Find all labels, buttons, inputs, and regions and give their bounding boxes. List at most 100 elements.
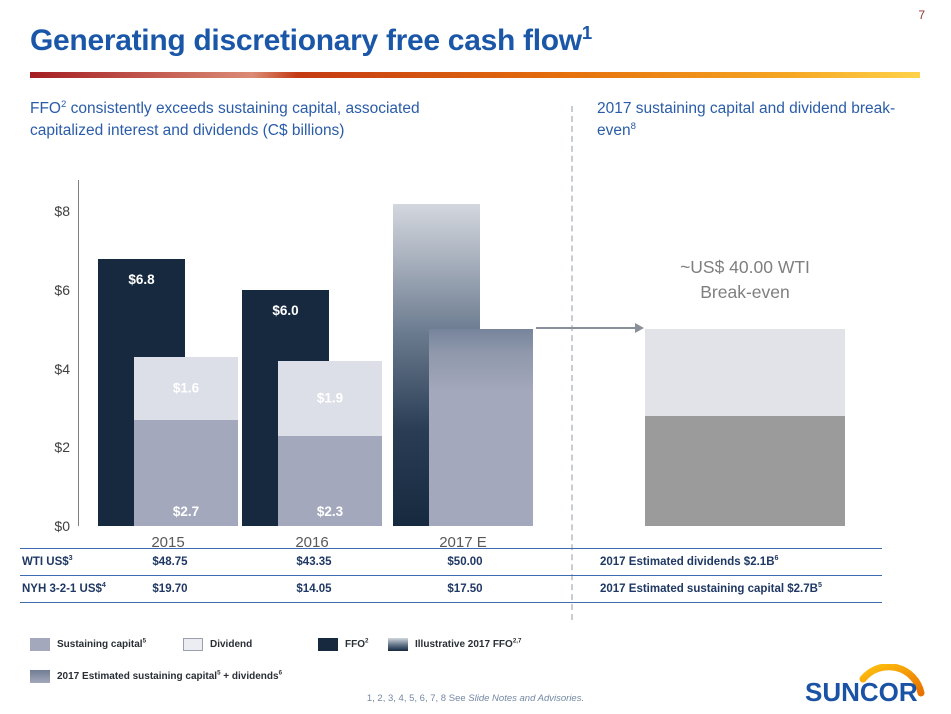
dividend-segment-2015: $1.6	[134, 356, 238, 420]
breakeven-bar	[645, 329, 845, 526]
estimated-dividends-footnote-ref: 6	[774, 554, 779, 563]
estimated-dividends-text: 2017 Estimated dividends $2.1B	[600, 556, 775, 568]
legend-item-dividend: Dividend	[183, 637, 252, 651]
breakeven-dividend-segment	[645, 329, 845, 416]
left-header-footnote-ref: 2	[61, 98, 67, 110]
table-rule-middle	[20, 575, 882, 576]
breakeven-sustaining-segment	[645, 415, 845, 526]
estimated-sustaining-text: 2017 Estimated sustaining capital $2.7B	[600, 583, 818, 595]
table-row-label-nyh: NYH 3-2-1 US$4	[22, 581, 106, 595]
dividend-value-label-2016: $1.9	[316, 390, 344, 406]
y-tick-label-6: $6	[54, 282, 70, 299]
nyh-label-footnote-ref: 4	[101, 581, 106, 590]
stacked-bar-2016: $1.9 $2.3	[278, 360, 382, 526]
legend-combined-text-1: 2017 Estimated sustaining capital	[57, 670, 218, 682]
sustaining-value-label-2016: $2.3	[316, 504, 344, 519]
legend-ffo-text: FFO	[345, 638, 365, 650]
breakeven-annotation-line1: ~US$ 40.00 WTI	[680, 257, 810, 277]
legend-swatch-sustaining	[30, 637, 50, 651]
legend-illustrative-footnote-ref: 2,7	[512, 637, 522, 645]
suncor-logo-graphic: SUNCOR	[805, 663, 925, 707]
legend-label-illustrative-ffo: Illustrative 2017 FFO2,7	[415, 637, 522, 650]
y-axis-line	[78, 180, 79, 526]
page-number: 7	[918, 8, 925, 22]
table-cell-nyh-2017: $17.50	[447, 583, 483, 595]
title-accent-rule	[30, 72, 920, 78]
legend-swatch-dividend	[183, 637, 203, 651]
footnote: 1, 2, 3, 4, 5, 6, 7, 8 See Slide Notes a…	[0, 693, 951, 704]
arrow-head-icon	[635, 323, 644, 334]
legend-dividend-text: Dividend	[210, 638, 253, 650]
slide-title-footnote-ref: 1	[581, 22, 592, 43]
legend-item-sustaining: Sustaining capital5	[30, 637, 146, 651]
table-row-nyh: NYH 3-2-1 US$4 $19.70 $14.05 $17.50 2017…	[0, 580, 951, 600]
legend-sustaining-text: Sustaining capital	[57, 638, 143, 650]
suncor-logo: SUNCOR	[805, 663, 927, 707]
breakeven-annotation: ~US$ 40.00 WTI Break-even	[623, 255, 867, 304]
sustaining-segment-2016: $2.3	[278, 435, 382, 526]
wti-label-text: WTI US$	[22, 556, 69, 568]
right-header-text: 2017 sustaining capital and dividend bre…	[597, 100, 896, 139]
x-axis-label-2016: 2016	[295, 534, 329, 551]
legend-label-sustaining: Sustaining capital5	[57, 638, 146, 650]
table-row-wti: WTI US$3 $48.75 $43.35 $50.00 2017 Estim…	[0, 553, 951, 573]
legend-swatch-illustrative-ffo	[388, 637, 408, 651]
legend-combined-footnote-ref-1: 5	[217, 669, 221, 677]
wti-label-footnote-ref: 3	[68, 554, 73, 563]
table-cell-nyh-2016: $14.05	[296, 583, 332, 595]
legend-illustrative-text: Illustrative 2017 FFO	[415, 638, 513, 650]
plot-area: $0 $2 $4 $6 $8 $6.8 $1.6 $2.7 2015 $6.0	[54, 180, 880, 551]
logo-wordmark: SUNCOR	[805, 677, 918, 706]
estimated-sustaining-footnote-ref: 5	[817, 581, 822, 590]
stacked-bar-2015: $1.6 $2.7	[134, 356, 238, 526]
legend-item-illustrative-ffo: Illustrative 2017 FFO2,7	[388, 637, 521, 651]
left-header-text: FFO	[30, 100, 61, 117]
legend-label-dividend: Dividend	[210, 639, 252, 650]
table-cell-nyh-2015: $19.70	[152, 583, 188, 595]
section-divider-dashed-line	[571, 106, 573, 620]
x-axis-label-2015: 2015	[151, 534, 185, 551]
sustaining-segment-2015: $2.7	[134, 419, 238, 526]
footnote-prefix: 1, 2, 3, 4, 5, 6, 7, 8 See	[366, 693, 469, 704]
breakeven-annotation-line2: Break-even	[700, 281, 790, 302]
bar-group-2015: $6.8 $1.6 $2.7 2015	[98, 180, 238, 551]
table-cell-wti-2015: $48.75	[152, 556, 188, 568]
left-header-rest: consistently exceeds sustaining capital,…	[30, 100, 420, 139]
sustaining-value-label-2015: $2.7	[172, 504, 200, 519]
legend-swatch-combined	[30, 669, 50, 683]
slide-title: Generating discretionary free cash flow1	[30, 22, 592, 58]
legend-item-combined: 2017 Estimated sustaining capital5 + div…	[30, 669, 282, 683]
left-section-header: FFO2 consistently exceeds sustaining cap…	[30, 98, 475, 141]
legend-label-combined: 2017 Estimated sustaining capital5 + div…	[57, 669, 282, 682]
table-rule-bottom	[20, 602, 882, 603]
ffo-value-label-2015: $6.8	[128, 271, 155, 287]
legend-swatch-ffo	[318, 637, 338, 651]
nyh-label-text: NYH 3-2-1 US$	[22, 583, 102, 595]
ffo-value-label-2016: $6.0	[272, 303, 299, 319]
dividend-segment-2016: $1.9	[278, 360, 382, 436]
table-cell-wti-2016: $43.35	[296, 556, 332, 568]
bar-group-2016: $6.0 $1.9 $2.3 2016	[242, 180, 382, 551]
table-cell-wti-2017: $50.00	[447, 556, 483, 568]
x-axis-label-2017e: 2017 E	[439, 534, 487, 551]
estimated-dividends-note: 2017 Estimated dividends $2.1B6	[600, 554, 779, 568]
dividend-value-label-2015: $1.6	[172, 380, 200, 396]
right-header-footnote-ref: 8	[630, 120, 636, 132]
y-tick-label-4: $4	[54, 360, 70, 377]
y-tick-label-2: $2	[54, 439, 70, 456]
legend-ffo-footnote-ref: 2	[365, 637, 369, 645]
table-rule-top	[20, 548, 882, 549]
legend-combined-text-2: + dividends	[220, 670, 279, 682]
estimated-sustaining-capital-note: 2017 Estimated sustaining capital $2.7B5	[600, 581, 822, 595]
sun-arc-icon	[859, 663, 925, 697]
y-tick-label-0: $0	[54, 518, 70, 534]
bar-group-2017e: 2017 E	[393, 180, 533, 551]
breakeven-arrow	[536, 323, 644, 334]
right-section-header: 2017 sustaining capital and dividend bre…	[597, 98, 927, 141]
legend-item-ffo: FFO2	[318, 637, 368, 651]
slide-title-text: Generating discretionary free cash flow	[30, 24, 582, 57]
footnote-italic: Slide Notes and Advisories.	[468, 693, 585, 704]
table-row-label-wti: WTI US$3	[22, 554, 73, 568]
combined-sustaining-dividends-bar-2017	[429, 329, 533, 526]
y-tick-label-8: $8	[54, 203, 70, 220]
